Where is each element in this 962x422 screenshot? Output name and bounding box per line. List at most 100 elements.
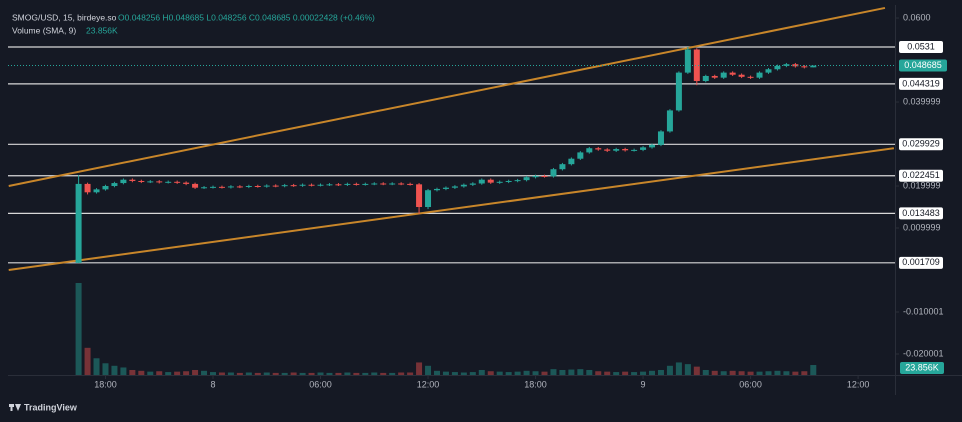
volume-tag-text: 23.856K [905,362,939,372]
level-tag-text: 0.022451 [902,170,940,180]
volume-bar [586,369,593,375]
trendline [8,6,886,187]
candle-body [810,65,817,68]
volume-bar [783,371,790,375]
candle-body [433,188,440,191]
candle-body [218,186,225,188]
candle-body [75,183,82,263]
candle-body [765,69,772,73]
level-tag [899,77,943,90]
candle-body [792,64,799,67]
volume-bar [469,372,476,375]
candle-body [523,177,530,181]
candle-body [747,76,754,78]
volume-tag [900,362,944,374]
candle-body [84,183,91,193]
level-tag [899,169,943,182]
volume-bar [693,366,700,375]
candle-body [93,189,100,193]
volume-bar [541,371,548,375]
candle-body [192,183,199,188]
candle-body [622,149,629,151]
volume-bar [613,372,620,375]
candle-body [604,149,611,151]
last-price-text: 0.048685 [904,60,942,70]
volume-bar [640,371,647,375]
y-tick-label: 0.039999 [903,96,941,106]
candle-body [729,72,736,75]
candle-body [156,181,163,183]
candle-body [559,164,566,170]
x-tick-label: 18:00 [524,379,547,389]
level-tag-text: 0.013483 [902,208,940,218]
volume-bar [299,372,306,375]
candle-body [442,187,449,189]
candle-body [317,184,324,186]
candle-body [505,180,512,182]
volume-bar [595,371,602,375]
candle-body [290,185,297,187]
volume-bar [810,365,817,375]
volume-bar [442,371,449,375]
candle-body [209,186,216,188]
candle-body [272,185,279,187]
candle-body [165,181,172,183]
candle-body [299,184,306,186]
candle-body [738,74,745,77]
volume-bar [317,372,324,375]
overlay: 0.0600 0.039999 0.019999 0.009999 -0.010001 -… [94,12,947,389]
volume-bar [272,372,279,375]
candle-body [111,183,118,187]
candle-body [702,75,709,82]
x-tick-label: 8 [210,379,215,389]
volume-bar [631,372,638,375]
volume-bar [398,372,405,375]
x-tick-label: 12:00 [417,379,440,389]
volume-bar [523,370,530,375]
y-tick-label: -0.020001 [903,348,944,358]
volume-bar [604,371,611,375]
candle-body [335,184,342,186]
volume-text: 23.856K [86,25,118,35]
candle-body [451,186,458,188]
volume-bar [236,372,243,375]
volume-bar [649,370,656,375]
candle-body [783,64,790,66]
candle-body [550,169,557,177]
volume-bar [165,372,172,375]
x-tick-label: 06:00 [309,379,332,389]
ohlc-text: O0.048256 H0.048685 L0.048256 C0.048685 … [118,12,375,22]
volume-bar [478,369,485,375]
candle-body [460,184,467,187]
volume-bar [174,371,181,375]
volume-bar [460,372,467,375]
level-tag [899,40,943,53]
volume-bar [192,369,199,375]
candle-body [416,184,423,208]
candle-body [263,185,270,187]
candle-body [666,110,673,132]
volume-bar [514,371,521,375]
y-tick-label: 0.019999 [903,180,941,190]
volume-bar [218,372,225,375]
volume-bar [496,371,503,375]
volume-bar [93,358,100,375]
y-tick-label: -0.010001 [903,306,944,316]
candle-body [693,49,700,82]
candle-body [496,181,503,183]
volume-bar [362,372,369,375]
volume-bar [147,371,154,375]
y-tick-label: 0.0600 [903,12,931,22]
volume-bar [666,365,673,375]
volume-bar [738,371,745,375]
candle-body [711,75,718,78]
volume-bar [720,371,727,375]
candle-body [649,144,656,148]
candle-body [371,183,378,185]
candle-body [102,186,109,190]
volume-bar [353,372,360,375]
candle-body [380,183,387,185]
candle-body [577,152,584,159]
last-price-tag [899,59,947,72]
